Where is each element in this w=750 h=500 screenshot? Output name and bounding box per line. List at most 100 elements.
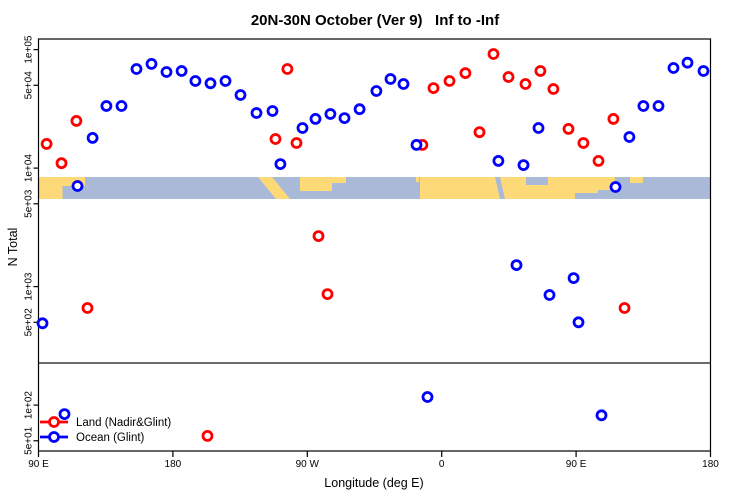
data-point-land bbox=[201, 429, 214, 442]
data-point-land bbox=[487, 48, 500, 60]
axis-ticks: 90 E 180 90 W 0 90 E 180 1e+05 5e+04 1e+04 5e+03 1… bbox=[24, 35, 720, 470]
y-tick-label: 5e+04 bbox=[24, 71, 35, 100]
data-point-ocean bbox=[296, 122, 309, 134]
data-point-land bbox=[269, 133, 282, 145]
data-point-land bbox=[427, 82, 440, 94]
data-point-ocean bbox=[510, 259, 523, 272]
data-point-ocean bbox=[115, 100, 128, 112]
y-tick-label: 5e+02 bbox=[24, 308, 35, 337]
y-tick-label: 1e+04 bbox=[24, 154, 35, 183]
data-point-ocean bbox=[204, 77, 217, 90]
y-axis-title: N Total bbox=[6, 228, 20, 267]
x-axis-title: Longitude (deg E) bbox=[324, 476, 423, 490]
data-point-land bbox=[40, 137, 53, 150]
data-point-ocean bbox=[572, 316, 585, 329]
x-tick-label: 180 bbox=[702, 459, 719, 470]
data-point-ocean bbox=[623, 131, 636, 143]
data-point-ocean bbox=[609, 181, 622, 193]
data-point-ocean bbox=[697, 65, 710, 77]
map-band-land-shape bbox=[258, 177, 290, 199]
data-point-ocean bbox=[532, 122, 545, 134]
data-point-land bbox=[443, 75, 456, 87]
x-tick-label: 0 bbox=[439, 459, 445, 470]
data-point-ocean bbox=[36, 317, 49, 330]
data-point-ocean bbox=[274, 158, 287, 171]
chart-title: 20N-30N October (Ver 9) Inf to -Inf bbox=[251, 12, 500, 29]
data-point-ocean bbox=[652, 100, 665, 112]
x-tick-label: 180 bbox=[165, 459, 182, 470]
data-point-ocean bbox=[219, 75, 232, 87]
data-point-land bbox=[618, 302, 631, 314]
map-band-land-shape bbox=[62, 177, 85, 186]
data-point-ocean bbox=[543, 289, 556, 301]
data-point-ocean bbox=[421, 391, 434, 403]
data-point-ocean bbox=[384, 73, 397, 85]
data-point-land bbox=[290, 137, 303, 149]
data-point-land bbox=[281, 63, 294, 75]
data-point-land bbox=[473, 126, 486, 139]
data-point-ocean bbox=[667, 62, 680, 74]
data-point-ocean bbox=[86, 131, 99, 144]
data-point-land bbox=[519, 78, 532, 90]
data-point-land bbox=[459, 67, 472, 79]
data-point-ocean bbox=[370, 85, 383, 97]
data-point-ocean bbox=[58, 408, 71, 421]
x-tick-label: 90 E bbox=[28, 459, 49, 470]
data-point-ocean bbox=[681, 56, 694, 69]
data-point-land bbox=[502, 71, 515, 83]
data-point-land bbox=[321, 288, 334, 301]
map-band-land-shape bbox=[332, 177, 346, 183]
y-tick-label: 5e+03 bbox=[24, 189, 35, 218]
legend-ocean-label: Ocean (Glint) bbox=[76, 432, 145, 444]
y-tick-label: 5e+01 bbox=[24, 426, 35, 455]
data-point-ocean bbox=[637, 100, 650, 112]
data-point-land bbox=[592, 154, 605, 167]
legend-land-marker bbox=[48, 416, 60, 428]
data-point-ocean bbox=[189, 75, 202, 87]
data-point-ocean bbox=[324, 108, 337, 120]
data-point-land bbox=[312, 230, 325, 243]
map-band-land-shape bbox=[416, 177, 419, 182]
map-band-land-shape bbox=[420, 177, 615, 199]
y-tick-label: 1e+03 bbox=[24, 272, 35, 301]
latitude-map-band bbox=[38, 177, 711, 199]
map-band-land-shape bbox=[630, 177, 643, 183]
data-point-ocean bbox=[160, 66, 173, 78]
map-band-ocean-shape bbox=[575, 193, 603, 199]
y-tick-label: 1e+05 bbox=[24, 35, 35, 64]
data-point-land bbox=[70, 115, 83, 127]
data-point-ocean bbox=[234, 89, 247, 101]
y-tick-label: 1e+02 bbox=[24, 391, 35, 420]
data-point-ocean bbox=[492, 154, 505, 167]
data-point-ocean bbox=[250, 107, 263, 119]
data-points bbox=[36, 48, 710, 442]
data-point-land bbox=[577, 137, 590, 149]
data-point-land bbox=[562, 122, 575, 135]
data-point-ocean bbox=[100, 100, 113, 112]
legend-ocean-marker bbox=[48, 431, 60, 443]
x-tick-label: 90 W bbox=[296, 459, 320, 470]
x-tick-label: 90 E bbox=[566, 459, 587, 470]
data-point-land bbox=[534, 65, 547, 77]
data-point-land bbox=[55, 157, 68, 170]
data-point-ocean bbox=[410, 138, 423, 151]
data-point-land bbox=[607, 113, 620, 125]
data-point-ocean bbox=[397, 78, 410, 90]
map-band-land-shape bbox=[38, 177, 63, 199]
map-band-ocean-shape bbox=[526, 177, 548, 185]
data-point-ocean bbox=[338, 112, 351, 124]
data-point-ocean bbox=[71, 180, 84, 192]
data-point-ocean bbox=[567, 272, 580, 285]
data-point-ocean bbox=[309, 113, 322, 125]
data-point-land bbox=[547, 83, 560, 95]
data-point-ocean bbox=[517, 159, 530, 172]
legend-land-label: Land (Nadir&Glint) bbox=[76, 417, 171, 429]
data-point-ocean bbox=[266, 105, 279, 117]
data-point-ocean bbox=[130, 63, 143, 75]
plot-frame bbox=[37, 38, 712, 452]
map-band-ocean-shape bbox=[495, 177, 505, 199]
legend: Land (Nadir&Glint) Ocean (Glint) bbox=[40, 416, 171, 444]
data-point-ocean bbox=[145, 58, 158, 70]
